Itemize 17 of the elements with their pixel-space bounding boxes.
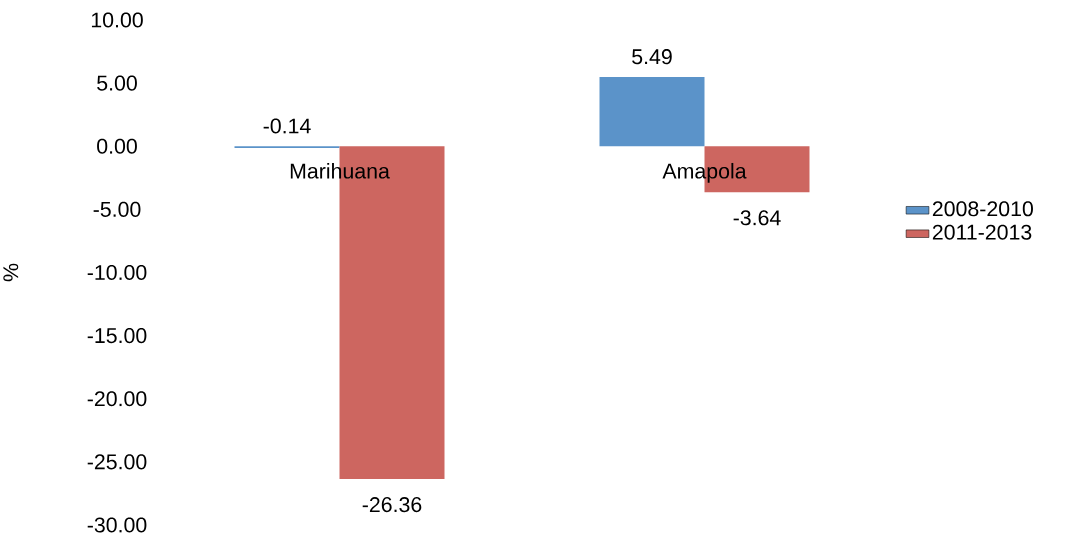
legend-label: 2011-2013 xyxy=(932,224,1032,240)
y-tick-label: -30.00 xyxy=(87,517,147,533)
data-label: -3.64 xyxy=(733,210,781,226)
y-tick-label: 5.00 xyxy=(97,75,137,91)
y-tick-label: -25.00 xyxy=(87,454,147,470)
data-label: -26.36 xyxy=(362,497,422,513)
data-label: -0.14 xyxy=(263,118,311,134)
x-tick-label: Amapola xyxy=(662,162,747,183)
y-tick-label: -10.00 xyxy=(87,264,147,281)
y-axis-title: % xyxy=(3,263,19,282)
y-tick-label: 10.00 xyxy=(91,12,143,28)
y-tick-label: 0.00 xyxy=(97,138,137,154)
y-tick-label: -5.00 xyxy=(93,201,141,217)
legend-label: 2008-2010 xyxy=(932,201,1033,217)
data-label: 5.49 xyxy=(632,49,672,65)
y-tick-label: -15.00 xyxy=(87,328,147,344)
y-tick-label: -20.00 xyxy=(87,391,147,407)
